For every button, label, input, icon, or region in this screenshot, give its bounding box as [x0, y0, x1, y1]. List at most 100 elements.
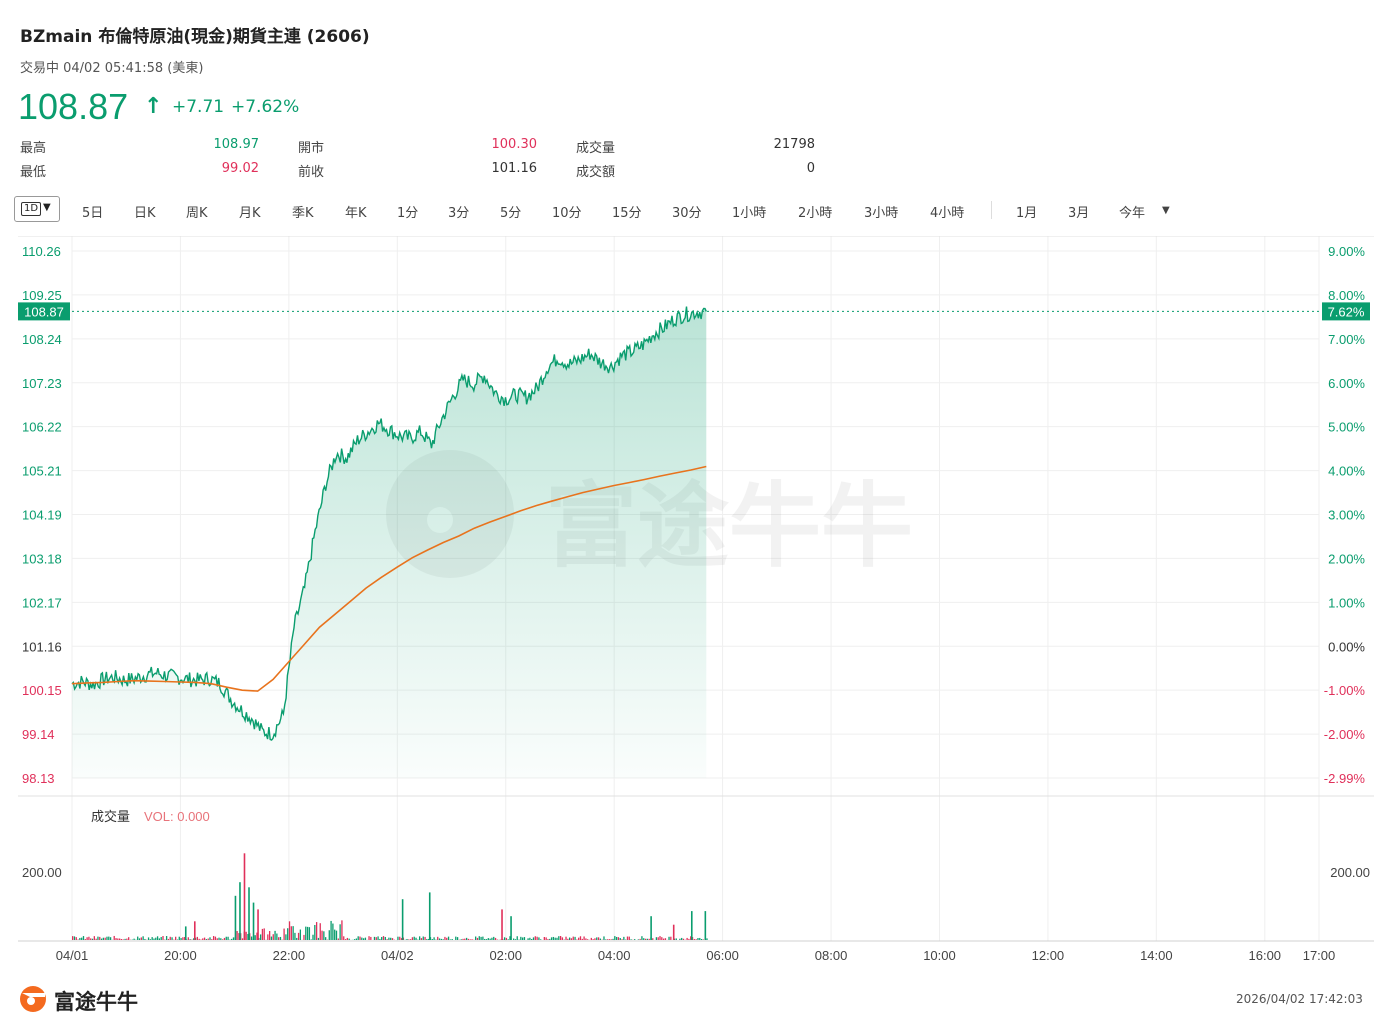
volume-bar — [623, 936, 625, 940]
volume-spike — [234, 895, 237, 940]
volume-bar — [482, 936, 484, 940]
volume-bar — [561, 937, 564, 940]
x-tick: 04/02 — [381, 948, 414, 963]
y-tick-left: 101.16 — [22, 639, 62, 654]
tab-18[interactable]: 今年 — [1119, 206, 1146, 221]
volume-bar — [679, 938, 681, 940]
volume-bar — [422, 936, 424, 940]
volume-bar — [81, 937, 83, 940]
volume-bar — [612, 938, 614, 940]
y-tick-right: 4.00% — [1328, 464, 1365, 479]
y-tick-right: 5.00% — [1328, 420, 1365, 435]
volume-bar — [475, 936, 477, 940]
volume-bar — [568, 937, 571, 940]
tab-17[interactable]: 3月 — [1068, 206, 1090, 221]
tab-5[interactable]: 年K — [345, 206, 367, 221]
volume-bar — [339, 924, 341, 940]
volume-bar — [364, 937, 367, 940]
x-tick: 12:00 — [1032, 948, 1065, 963]
volume-bar — [106, 936, 108, 940]
volume-bar — [507, 939, 509, 940]
volume-bar — [126, 938, 128, 940]
tab-11[interactable]: 30分 — [672, 206, 702, 221]
volume-bar — [90, 938, 92, 940]
y-tick-left: 102.17 — [22, 595, 62, 610]
volume-bar — [343, 936, 345, 940]
volume-spike — [248, 887, 250, 940]
volume-bar — [118, 938, 121, 940]
tab-0[interactable]: 5日 — [82, 206, 104, 221]
volume-bar — [614, 936, 616, 940]
volume-bar — [397, 936, 399, 940]
volume-bar — [220, 938, 222, 940]
tab-9[interactable]: 10分 — [552, 206, 582, 221]
tab-12[interactable]: 1小時 — [732, 206, 767, 221]
volume-bar — [346, 937, 349, 940]
tab-7[interactable]: 3分 — [448, 206, 470, 221]
volume-bar — [411, 937, 414, 940]
volume-bar — [196, 936, 198, 940]
volume-bar — [334, 929, 336, 940]
volume-bar — [140, 937, 142, 940]
volume-bar — [634, 939, 636, 940]
tab-14[interactable]: 3小時 — [864, 206, 899, 221]
volume-bar — [337, 938, 339, 940]
volume-bar — [408, 939, 410, 940]
volume-bar — [99, 936, 101, 940]
volume-bar — [545, 937, 547, 940]
volume-bar — [261, 928, 264, 940]
chevron-down-icon[interactable]: ▼ — [1162, 205, 1170, 216]
volume-bar — [390, 937, 392, 940]
volume-bar — [245, 931, 247, 940]
tab-15[interactable]: 4小時 — [930, 206, 965, 221]
volume-bar — [442, 939, 444, 940]
volume-bar — [382, 936, 385, 940]
tab-8[interactable]: 5分 — [500, 206, 522, 221]
tab-13[interactable]: 2小時 — [798, 206, 833, 221]
last-price: 108.87 — [18, 86, 129, 127]
volume-bar — [348, 938, 350, 940]
volume-bar — [120, 939, 123, 940]
tab-4[interactable]: 季K — [292, 206, 314, 221]
price-change: +7.71 — [172, 97, 225, 117]
volume-bar — [570, 938, 573, 940]
tab-16[interactable]: 1月 — [1016, 206, 1038, 221]
volume-bar — [84, 939, 86, 940]
volume-bar — [344, 939, 347, 940]
tab-6[interactable]: 1分 — [397, 206, 419, 221]
volume-spike — [672, 924, 675, 940]
volume-bar — [592, 939, 594, 940]
volume-bar — [216, 938, 218, 940]
volume-bar — [455, 936, 457, 940]
volume-bar — [590, 937, 592, 940]
volume-bar — [418, 936, 421, 940]
volume-bar — [682, 938, 685, 940]
volume-bar — [113, 935, 115, 940]
volume-bar — [142, 936, 144, 940]
volume-tick-left: 200.00 — [22, 865, 62, 880]
tab-1[interactable]: 日K — [134, 206, 156, 221]
volume-bar — [227, 936, 229, 940]
volume-bar — [527, 938, 529, 940]
volume-bar — [323, 931, 325, 940]
volume-bar — [214, 936, 217, 940]
volume-bar — [693, 939, 695, 940]
volume-bar — [357, 936, 359, 940]
volume-bar — [550, 937, 553, 940]
volume-bar — [167, 938, 170, 940]
y-tick-right: 3.00% — [1328, 508, 1365, 523]
volume-bar — [565, 936, 567, 940]
volume-bar — [314, 924, 316, 940]
tab-10[interactable]: 15分 — [612, 206, 642, 221]
volume-spike — [252, 902, 255, 940]
volume-spike — [184, 926, 187, 940]
price-chart[interactable]: 富途牛牛 108.87 7.62% 110.26 9.00%109.25 8.00%1… — [0, 236, 1392, 966]
period-dropdown[interactable]: 1D ▼ — [14, 196, 60, 222]
volume-bar — [471, 939, 473, 940]
volume-bar — [578, 937, 580, 940]
tab-2[interactable]: 周K — [186, 206, 208, 221]
volume-bar — [218, 937, 220, 940]
tab-3[interactable]: 月K — [239, 206, 261, 221]
average-line — [71, 465, 707, 692]
volume-bar — [317, 937, 320, 940]
